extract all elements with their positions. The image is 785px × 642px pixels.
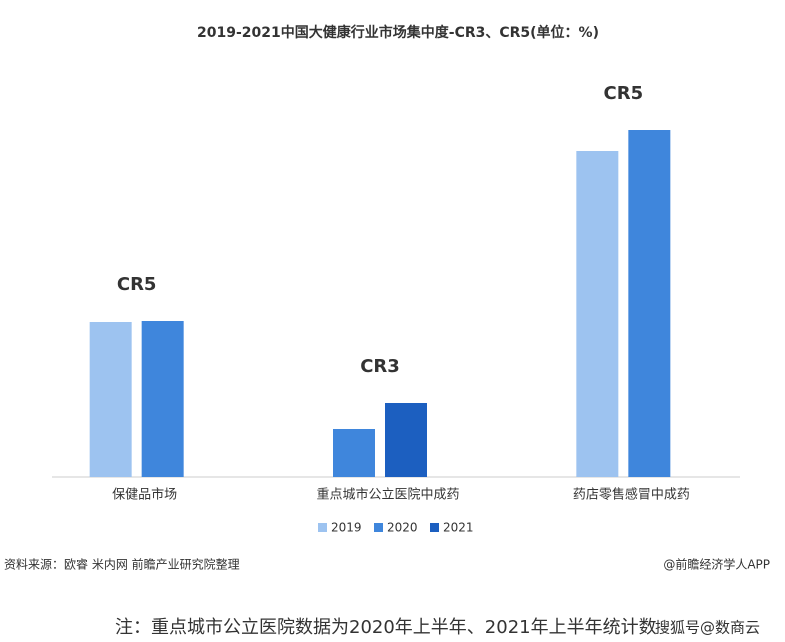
chart-title: 2019-2021中国大健康行业市场集中度-CR3、CR5(单位：%): [197, 24, 599, 41]
group-label: CR5: [117, 274, 157, 295]
x-tick-label: 保健品市场: [112, 487, 177, 503]
legend-swatch: [318, 523, 327, 532]
legend-label: 2020: [387, 521, 418, 535]
x-tick-label: 重点城市公立医院中成药: [316, 487, 459, 503]
bar: [385, 403, 427, 477]
bar: [333, 429, 375, 477]
legend-label: 2019: [331, 521, 362, 535]
legend-swatch: [374, 523, 383, 532]
legend-label: 2021: [443, 521, 474, 535]
legend-swatch: [430, 523, 439, 532]
bar: [141, 321, 184, 477]
overlay-text: 搜狐号@数商云: [655, 619, 760, 637]
bar: [628, 130, 671, 477]
footnote: 注：重点城市公立医院数据为2020年上半年、2021年上半年统计数: [115, 617, 657, 638]
group-label: CR5: [604, 83, 644, 104]
bar: [89, 322, 132, 477]
bar: [576, 151, 619, 477]
source: 资料来源：欧睿 米内网 前瞻产业研究院整理: [4, 557, 240, 572]
x-tick-label: 药店零售感冒中成药: [573, 487, 690, 503]
credit: @前瞻经济学人APP: [663, 557, 770, 572]
group-label: CR3: [360, 356, 400, 377]
